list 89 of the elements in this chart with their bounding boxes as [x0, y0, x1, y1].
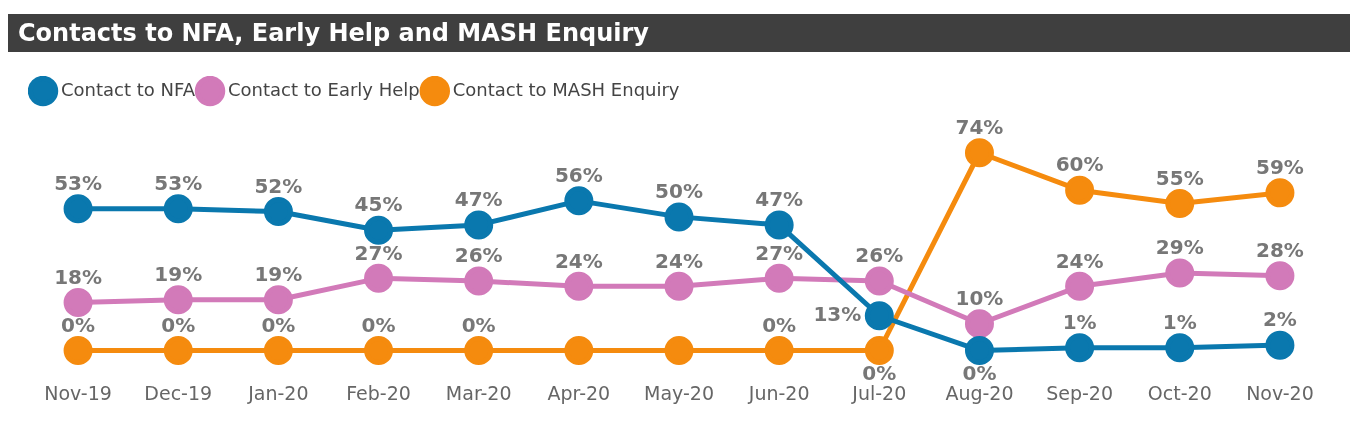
- point: [1065, 175, 1095, 205]
- point: [1165, 258, 1195, 288]
- point: [263, 285, 293, 315]
- data-label: 24%: [554, 248, 603, 273]
- x-tick-label: Dec-19: [144, 381, 213, 404]
- point: [1065, 271, 1095, 301]
- data-label: 47%: [755, 187, 804, 212]
- point: [263, 335, 293, 365]
- point: [764, 335, 794, 365]
- legend-label: Contact to MASH Enquiry: [452, 78, 680, 100]
- point: [364, 263, 394, 293]
- data-label: 60%: [1055, 152, 1104, 177]
- data-label: 27%: [354, 240, 403, 265]
- point: [664, 335, 694, 365]
- point: [664, 202, 694, 232]
- data-label: 19%: [254, 261, 303, 286]
- x-tick-label: Jan-20: [247, 381, 309, 404]
- point: [564, 186, 594, 216]
- point: [864, 335, 894, 365]
- point: [1265, 330, 1295, 360]
- data-label: 45%: [354, 192, 403, 217]
- data-label: 24%: [1055, 248, 1104, 273]
- point: [764, 210, 794, 240]
- x-tick-label: Mar-20: [445, 381, 512, 404]
- point: [364, 215, 394, 245]
- point: [1065, 333, 1095, 363]
- point: [964, 335, 994, 365]
- point: [464, 266, 494, 296]
- data-label: 47%: [454, 187, 503, 212]
- data-label: 29%: [1155, 235, 1204, 260]
- data-label: 13%: [813, 301, 862, 326]
- x-tick-label: Feb-20: [346, 381, 411, 404]
- x-tick-label: Sep-20: [1046, 381, 1114, 404]
- x-tick-label: Jun-20: [747, 381, 810, 404]
- data-label: 19%: [154, 261, 203, 286]
- point: [864, 301, 894, 331]
- data-label: 53%: [54, 171, 103, 196]
- data-label: 26%: [454, 243, 503, 268]
- data-label: 50%: [655, 179, 703, 204]
- data-label: 53%: [154, 171, 203, 196]
- data-label: 18%: [54, 264, 103, 289]
- chart-title: Contacts to NFA, Early Help and MASH Enquiry: [8, 14, 1350, 52]
- point: [1265, 178, 1295, 208]
- legend-label: Contact to NFA: [61, 78, 196, 100]
- data-label: 0%: [762, 312, 797, 337]
- point: [1265, 261, 1295, 291]
- point: [63, 287, 93, 317]
- data-label: 56%: [554, 163, 603, 188]
- data-label: 1%: [1162, 310, 1197, 335]
- x-tick-label: Nov-20: [1246, 381, 1314, 404]
- data-label: 0%: [361, 312, 396, 337]
- point: [1165, 189, 1195, 219]
- data-label: 0%: [161, 312, 196, 337]
- point: [364, 335, 394, 365]
- data-label: 10%: [955, 285, 1004, 310]
- data-label: 28%: [1255, 237, 1304, 262]
- data-label: 27%: [755, 240, 804, 265]
- data-label: 2%: [1262, 307, 1297, 332]
- point: [63, 335, 93, 365]
- point: [163, 335, 193, 365]
- point: [163, 194, 193, 224]
- point: [564, 335, 594, 365]
- x-tick-label: Oct-20: [1147, 381, 1212, 404]
- point: [464, 210, 494, 240]
- point: [63, 194, 93, 224]
- point: [163, 285, 193, 315]
- legend-label: Contact to Early Help: [228, 78, 420, 100]
- data-label: 74%: [955, 114, 1004, 139]
- point: [864, 266, 894, 296]
- point: [1165, 333, 1195, 363]
- data-label: 0%: [461, 312, 496, 337]
- x-tick-label: Nov-19: [44, 381, 112, 404]
- data-label: 52%: [254, 173, 303, 198]
- data-label: 55%: [1155, 165, 1204, 190]
- point: [764, 263, 794, 293]
- x-tick-label: May-20: [644, 381, 714, 404]
- data-label: 1%: [1062, 310, 1097, 335]
- data-label: 26%: [855, 243, 904, 268]
- point: [464, 335, 494, 365]
- point: [964, 138, 994, 168]
- data-label: 0%: [261, 312, 296, 337]
- point: [664, 271, 694, 301]
- point: [564, 271, 594, 301]
- point: [263, 197, 293, 227]
- data-label: 0%: [61, 312, 96, 337]
- point: [964, 309, 994, 339]
- data-label: 59%: [1255, 155, 1304, 180]
- data-label: 24%: [655, 248, 703, 273]
- x-tick-label: Apr-20: [547, 381, 611, 404]
